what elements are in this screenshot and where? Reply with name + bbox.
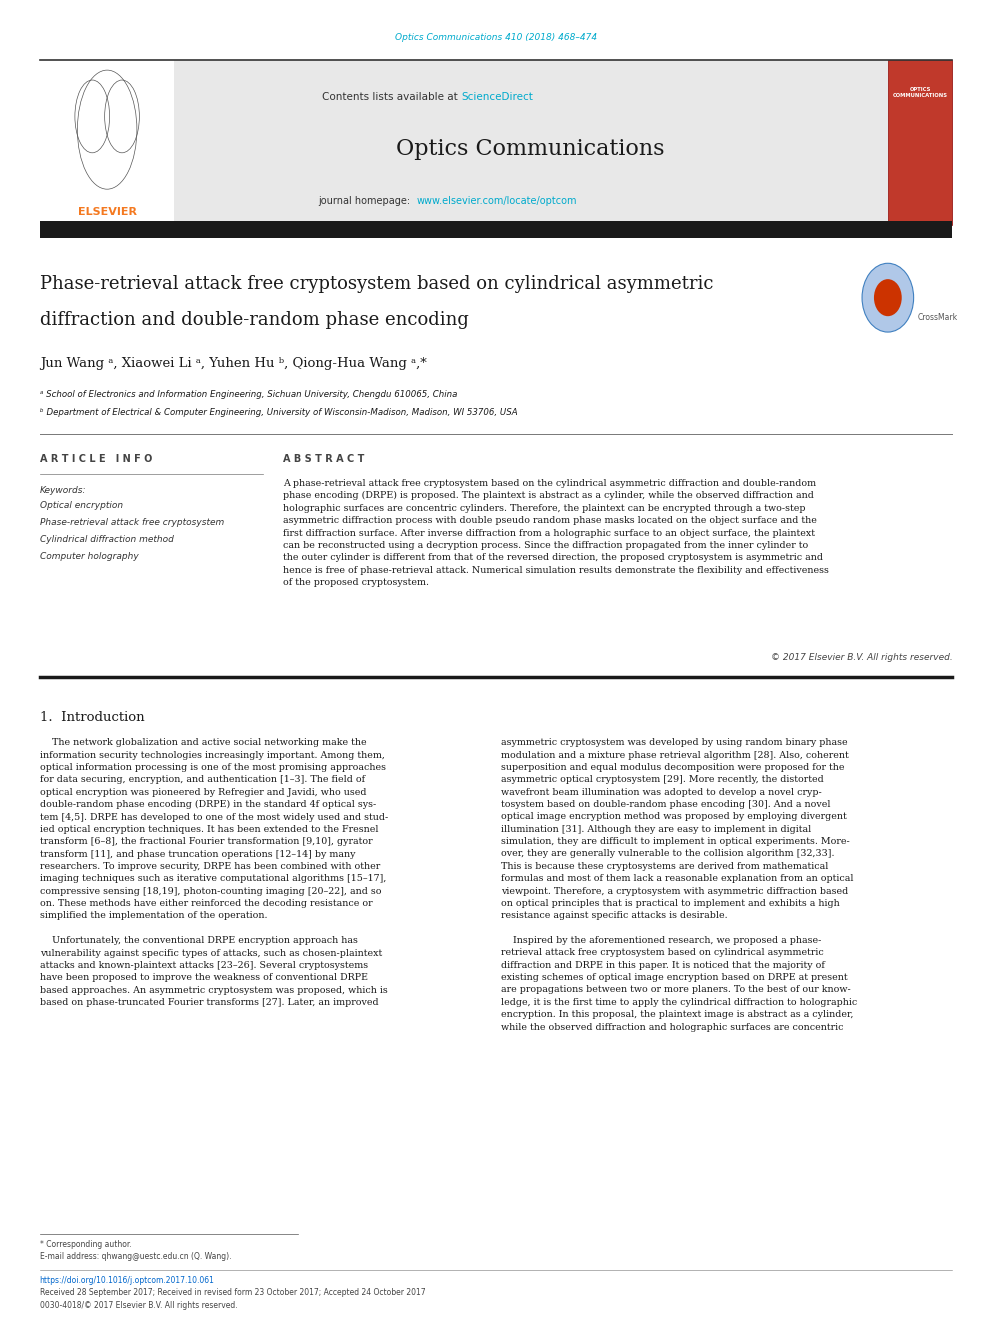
FancyBboxPatch shape bbox=[40, 221, 952, 238]
Text: 1.  Introduction: 1. Introduction bbox=[40, 710, 144, 724]
Text: OPTICS
COMMUNICATIONS: OPTICS COMMUNICATIONS bbox=[893, 87, 948, 98]
Text: Contents lists available at: Contents lists available at bbox=[322, 91, 461, 102]
Text: © 2017 Elsevier B.V. All rights reserved.: © 2017 Elsevier B.V. All rights reserved… bbox=[771, 654, 952, 662]
Text: A B S T R A C T: A B S T R A C T bbox=[283, 454, 364, 464]
Text: https://doi.org/10.1016/j.optcom.2017.10.061: https://doi.org/10.1016/j.optcom.2017.10… bbox=[40, 1277, 214, 1285]
Text: ᵃ School of Electronics and Information Engineering, Sichuan University, Chengdu: ᵃ School of Electronics and Information … bbox=[40, 390, 457, 398]
FancyBboxPatch shape bbox=[888, 60, 952, 225]
Text: CrossMark: CrossMark bbox=[918, 314, 957, 321]
Text: journal homepage:: journal homepage: bbox=[318, 196, 417, 206]
Text: * Corresponding author.: * Corresponding author. bbox=[40, 1241, 131, 1249]
Text: A phase-retrieval attack free cryptosystem based on the cylindrical asymmetric d: A phase-retrieval attack free cryptosyst… bbox=[283, 479, 828, 587]
Text: Optics Communications: Optics Communications bbox=[397, 139, 665, 160]
Text: ELSEVIER: ELSEVIER bbox=[77, 206, 137, 217]
Circle shape bbox=[874, 279, 902, 316]
Text: Phase-retrieval attack free cryptosystem: Phase-retrieval attack free cryptosystem bbox=[40, 519, 224, 527]
Text: ScienceDirect: ScienceDirect bbox=[461, 91, 533, 102]
Text: Optical encryption: Optical encryption bbox=[40, 501, 123, 509]
Text: Phase-retrieval attack free cryptosystem based on cylindrical asymmetric: Phase-retrieval attack free cryptosystem… bbox=[40, 275, 713, 294]
Circle shape bbox=[862, 263, 914, 332]
Text: A R T I C L E   I N F O: A R T I C L E I N F O bbox=[40, 454, 152, 464]
Text: Jun Wang ᵃ, Xiaowei Li ᵃ, Yuhen Hu ᵇ, Qiong-Hua Wang ᵃ,*: Jun Wang ᵃ, Xiaowei Li ᵃ, Yuhen Hu ᵇ, Qi… bbox=[40, 357, 427, 370]
Text: Cylindrical diffraction method: Cylindrical diffraction method bbox=[40, 536, 174, 544]
Text: Computer holography: Computer holography bbox=[40, 553, 139, 561]
FancyBboxPatch shape bbox=[40, 60, 174, 225]
Text: E-mail address: qhwang@uestc.edu.cn (Q. Wang).: E-mail address: qhwang@uestc.edu.cn (Q. … bbox=[40, 1253, 231, 1261]
Text: diffraction and double-random phase encoding: diffraction and double-random phase enco… bbox=[40, 311, 468, 329]
Text: asymmetric cryptosystem was developed by using random binary phase
modulation an: asymmetric cryptosystem was developed by… bbox=[501, 738, 857, 1032]
Text: Received 28 September 2017; Received in revised form 23 October 2017; Accepted 2: Received 28 September 2017; Received in … bbox=[40, 1289, 426, 1297]
FancyBboxPatch shape bbox=[174, 60, 888, 225]
Text: 0030-4018/© 2017 Elsevier B.V. All rights reserved.: 0030-4018/© 2017 Elsevier B.V. All right… bbox=[40, 1302, 237, 1310]
Text: Keywords:: Keywords: bbox=[40, 487, 86, 495]
Text: The network globalization and active social networking make the
information secu: The network globalization and active soc… bbox=[40, 738, 388, 1007]
Text: Optics Communications 410 (2018) 468–474: Optics Communications 410 (2018) 468–474 bbox=[395, 33, 597, 41]
Text: www.elsevier.com/locate/optcom: www.elsevier.com/locate/optcom bbox=[417, 196, 577, 206]
Text: ᵇ Department of Electrical & Computer Engineering, University of Wisconsin-Madis: ᵇ Department of Electrical & Computer En… bbox=[40, 409, 517, 417]
